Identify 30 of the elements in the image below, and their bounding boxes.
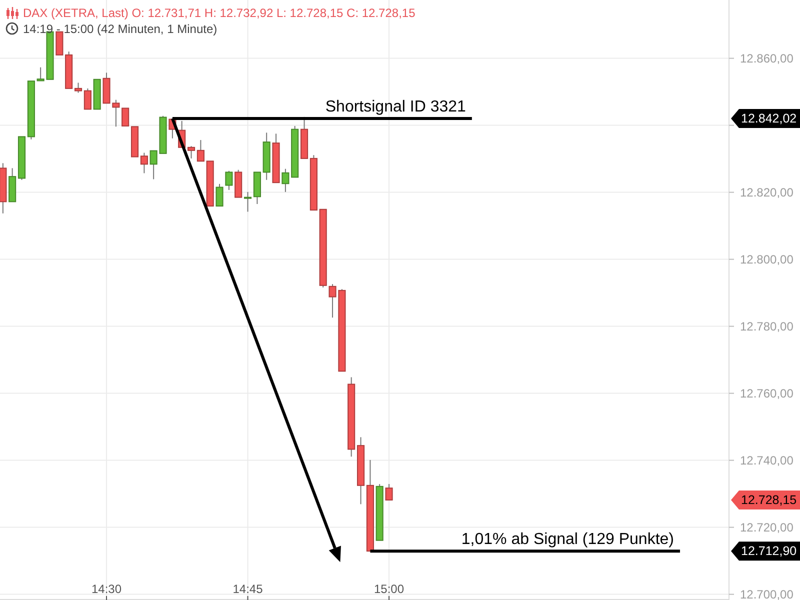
candlestick	[225, 170, 233, 190]
y-tick-label: 12.740,00	[740, 453, 794, 468]
text: 14:19 - 15:00 (42 Minuten, 1 Minute)	[23, 22, 218, 36]
x-tick-label: 14:45	[232, 582, 264, 596]
x-tick-label: 14:30	[91, 582, 122, 596]
y-tick-label: 12.700,00	[740, 587, 794, 600]
candlestick	[140, 152, 148, 174]
candlestick	[216, 183, 224, 207]
candlestick	[385, 484, 393, 500]
candlestick	[196, 140, 204, 162]
candlestick	[122, 108, 130, 126]
series-label: 1,01% ab Signal (129 Punkte)	[461, 531, 674, 548]
series-label: Shortsignal ID 3321	[325, 98, 466, 116]
y-tick-label: 12.728,15	[741, 493, 797, 507]
candlestick	[282, 168, 290, 192]
y-tick-label: 12.720,00	[740, 520, 794, 534]
y-tick-label: 12.820,00	[740, 185, 794, 200]
candlestick	[84, 88, 92, 110]
y-tick-label: 12.842,02	[741, 112, 797, 126]
y-tick-label: 12.760,00	[740, 386, 794, 400]
candlestick	[56, 31, 64, 56]
y-tick-label: 12.712,90	[741, 544, 797, 558]
candlestick	[244, 191, 252, 212]
candlestick	[187, 146, 196, 159]
y-tick-label: 12.780,00	[740, 319, 794, 334]
y-tick-label: 12.800,00	[740, 252, 794, 266]
text: DAX (XETRA, Last) O: 12.731,71 H: 12.732,92 L: 12.728,15 C: 12.728,15	[23, 6, 416, 20]
y-tick-label: 12.860,00	[740, 51, 794, 66]
candlestick	[74, 82, 82, 94]
x-tick-label: 15:00	[374, 582, 404, 596]
